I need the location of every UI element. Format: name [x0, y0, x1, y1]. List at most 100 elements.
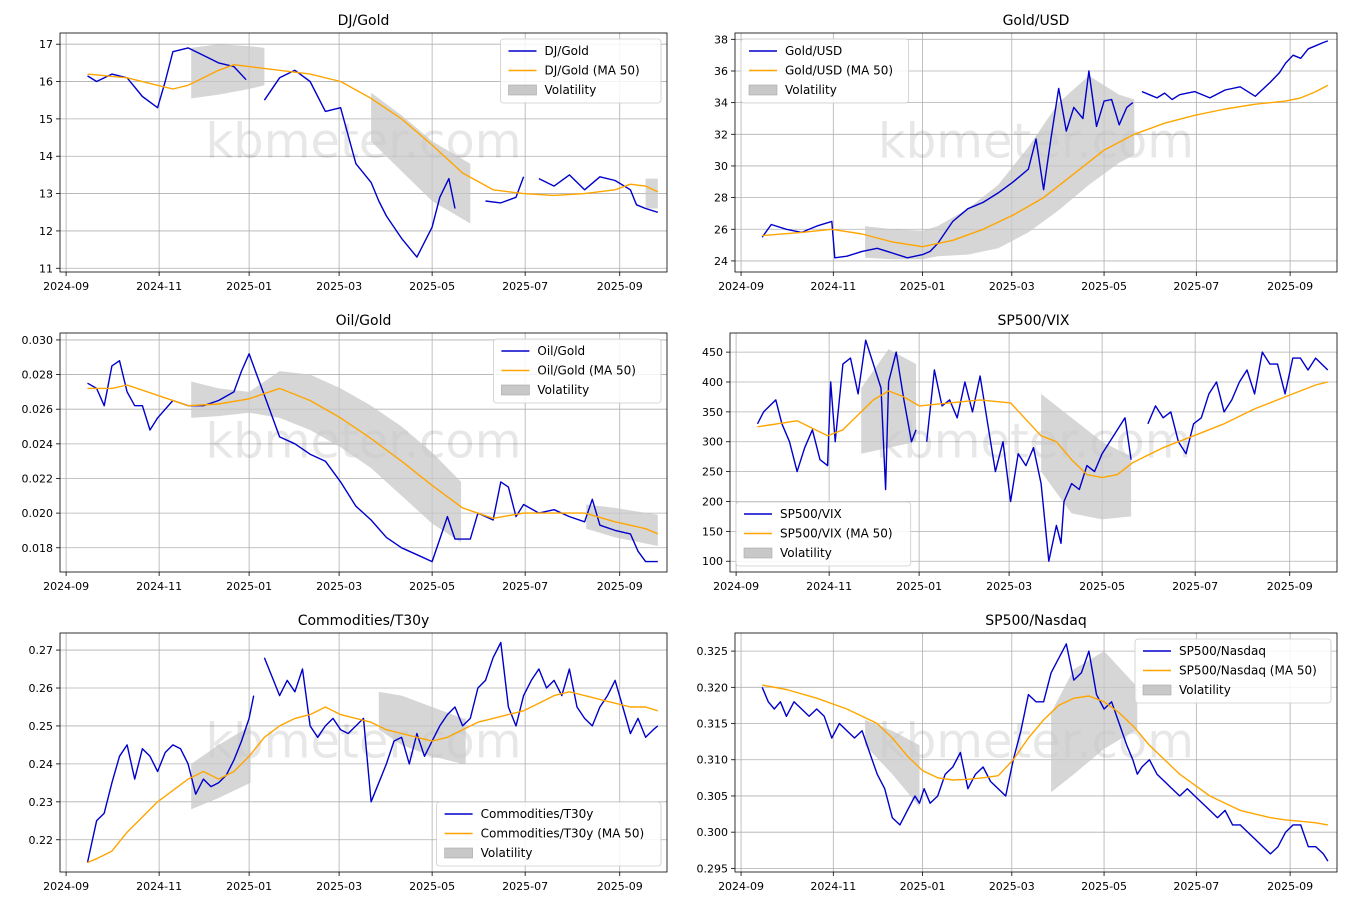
series-line-sp500-nasdaq-ma-50 [762, 684, 1329, 826]
series-line-gold-usd-ma-50 [762, 84, 1329, 248]
chart-title: SP500/VIX [997, 313, 1069, 329]
plot-frame [734, 32, 1338, 273]
legend-box [500, 38, 662, 104]
y-tick-label: 0.22 [29, 834, 54, 847]
y-tick-label: 450 [702, 346, 723, 359]
x-tick-label: 2025-07 [1173, 880, 1219, 893]
volatility-band [191, 725, 251, 810]
chart-svg: SP500/Nasdaq 2024-09 2024-11 2025-01 2025-03… [697, 613, 1338, 893]
chart-title: Oil/Gold [336, 313, 392, 329]
y-tick-label: 16 [39, 76, 53, 89]
legend-label: Volatility [481, 846, 533, 860]
volatility-band [378, 691, 466, 764]
y-tick-label: 0.25 [29, 720, 54, 733]
x-tick-label: 2024-09 [718, 280, 764, 293]
watermark-text: kbmeter.com [875, 413, 1191, 469]
plot-area [87, 353, 659, 563]
legend-swatch-volatility [748, 84, 778, 96]
y-tick-label: 0.26 [29, 682, 54, 695]
x-tick-label: 2024-11 [136, 280, 182, 293]
x-tick-label: 2025-03 [316, 280, 362, 293]
legend-swatch-volatility [444, 847, 473, 859]
y-tick-label: 0.300 [697, 826, 729, 839]
chart-svg: Commodities/T30y 2024-09 2024-11 2025-01 202… [29, 613, 668, 893]
y-tick-label: 11 [39, 262, 53, 275]
x-tick-label: 2025-09 [597, 880, 643, 893]
y-tick-label: 0.325 [697, 645, 729, 658]
series-line-oil-gold-ma-50 [87, 384, 659, 535]
x-tick-label: 2024-09 [43, 880, 89, 893]
y-tick-label: 0.022 [22, 472, 54, 485]
plot-frame [59, 632, 668, 873]
legend-swatch-volatility [501, 384, 530, 396]
plot-area [761, 643, 1329, 862]
x-tick-label: 2025-03 [316, 880, 362, 893]
legend-label: DJ/Gold (MA 50) [545, 64, 640, 78]
chart-panel-commodities-t30y: Commodities/T30y 2024-09 2024-11 2025-01 202… [0, 600, 675, 900]
plot-frame [59, 332, 668, 573]
y-tick-label: 36 [714, 65, 728, 78]
y-tick-label: 32 [714, 128, 728, 141]
x-tick-label: 2025-01 [900, 880, 946, 893]
volatility-band [191, 371, 462, 543]
y-tick-label: 24 [714, 255, 728, 268]
series-line-gold-usd [761, 40, 1329, 259]
x-tick-label: 2025-03 [316, 580, 362, 593]
x-tick-label: 2024-09 [713, 580, 759, 593]
y-tick-label: 0.23 [29, 796, 54, 809]
x-tick-label: 2024-11 [810, 280, 856, 293]
grid [60, 33, 667, 272]
plot-area [87, 44, 659, 258]
x-tick-label: 2025-03 [989, 280, 1035, 293]
chart-svg: Oil/Gold 2024-09 2024-11 2025-01 2025-03 2025… [22, 313, 668, 593]
x-tick-label: 2025-05 [409, 580, 455, 593]
plot-area [756, 339, 1329, 562]
y-tick-label: 14 [39, 150, 53, 163]
y-tick-label: 26 [714, 223, 728, 236]
legend: SP500/VIX SP500/VIX (MA 50) Volatility [735, 501, 912, 567]
series-line-sp500-vix-ma-50 [757, 381, 1328, 479]
series-line-oil-gold [87, 353, 658, 563]
x-tick-label: 2025-07 [502, 880, 548, 893]
legend-label: Volatility [1179, 683, 1231, 697]
y-tick-label: 17 [39, 38, 53, 51]
legend-box [735, 501, 912, 567]
y-tick-label: 0.018 [22, 542, 54, 555]
x-tick-label: 2025-03 [989, 880, 1035, 893]
legend-label: Volatility [785, 83, 837, 97]
y-tick-label: 100 [702, 555, 723, 568]
legend-label: DJ/Gold [545, 44, 589, 58]
legend-label: Volatility [545, 83, 597, 97]
x-tick-label: 2024-11 [136, 880, 182, 893]
x-tick-label: 2025-07 [1172, 580, 1218, 593]
x-tick-label: 2024-11 [810, 880, 856, 893]
volatility-band [1041, 393, 1132, 520]
chart-svg: Gold/USD 2024-09 2024-11 2025-01 2025-03 2025… [714, 13, 1338, 293]
legend-box [1134, 638, 1332, 704]
x-tick-label: 2025-07 [502, 280, 548, 293]
y-tick-label: 0.24 [29, 758, 54, 771]
volatility-band [586, 504, 658, 546]
y-tick-label: 0.295 [697, 862, 729, 875]
legend: SP500/Nasdaq SP500/Nasdaq (MA 50) Volatili… [1134, 638, 1332, 704]
y-tick-label: 400 [702, 376, 723, 389]
legend-label: SP500/Nasdaq [1179, 644, 1266, 658]
series-line-sp500-nasdaq [761, 643, 1329, 862]
y-tick-label: 350 [702, 406, 723, 419]
legend: DJ/Gold DJ/Gold (MA 50) Volatility [500, 38, 662, 104]
plot-frame [729, 332, 1338, 573]
x-tick-label: 2025-09 [597, 280, 643, 293]
y-tick-label: 34 [714, 97, 728, 110]
legend-label: Gold/USD (MA 50) [785, 64, 893, 78]
y-tick-label: 0.27 [29, 644, 54, 657]
y-tick-label: 0.310 [697, 754, 729, 767]
watermark-text: kbmeter.com [878, 713, 1194, 769]
legend-label: Oil/Gold [537, 344, 585, 358]
chart-title: SP500/Nasdaq [985, 613, 1086, 629]
legend-label: Commodities/T30y [481, 807, 594, 821]
x-tick-label: 2025-07 [1173, 280, 1219, 293]
chart-panel-oil-gold: Oil/Gold 2024-09 2024-11 2025-01 2025-03 2025… [0, 300, 675, 600]
plot-area [761, 40, 1329, 260]
x-tick-label: 2025-01 [226, 580, 272, 593]
x-tick-label: 2025-05 [409, 280, 455, 293]
